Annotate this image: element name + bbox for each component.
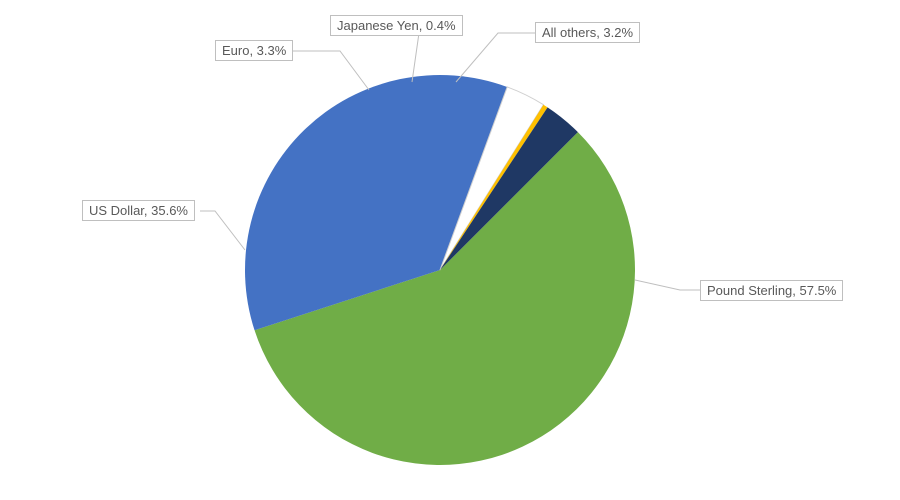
pie-chart: Pound Sterling, 57.5% US Dollar, 35.6% Eur… <box>0 0 900 500</box>
leader-line-2 <box>291 51 369 90</box>
slice-label-0: Pound Sterling, 57.5% <box>700 280 843 301</box>
slice-label-3: Japanese Yen, 0.4% <box>330 15 463 36</box>
slice-label-4: All others, 3.2% <box>535 22 640 43</box>
slice-label-2: Euro, 3.3% <box>215 40 293 61</box>
leader-line-0 <box>635 280 700 290</box>
pie-svg <box>0 0 900 500</box>
leader-line-4 <box>456 33 535 82</box>
leader-line-1 <box>200 211 245 250</box>
slice-label-1: US Dollar, 35.6% <box>82 200 195 221</box>
